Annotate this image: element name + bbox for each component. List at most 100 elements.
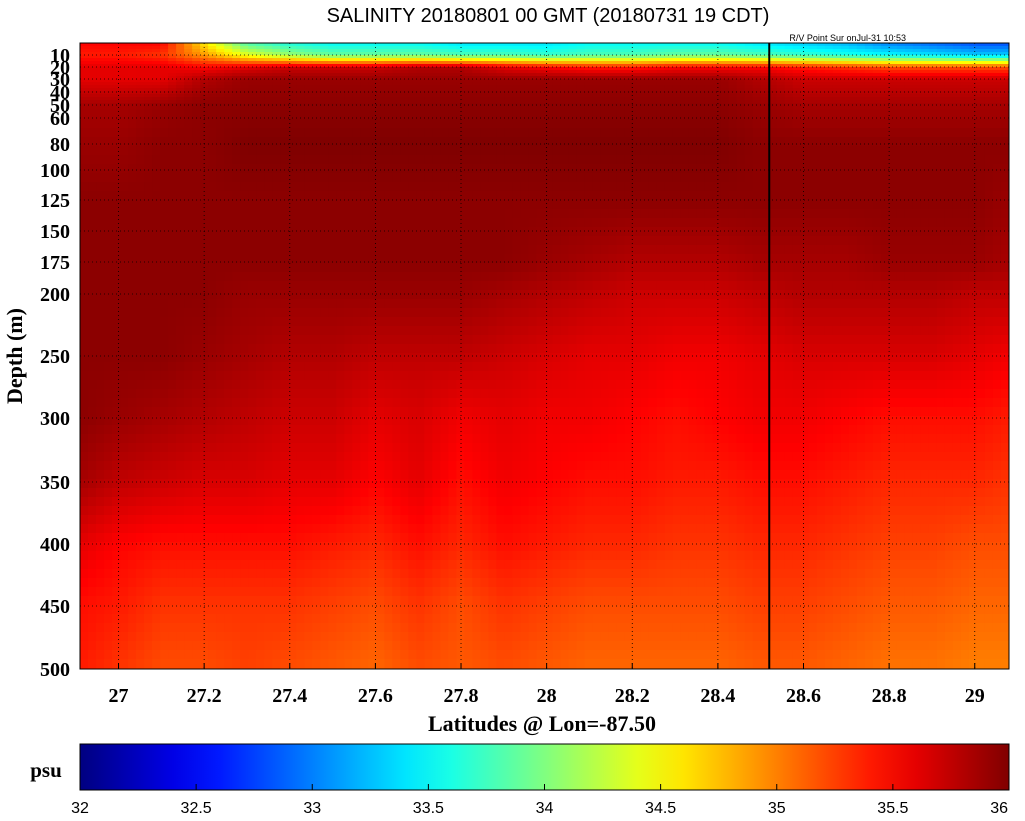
heatmap-cell — [688, 109, 698, 111]
heatmap-cell — [840, 58, 850, 62]
heatmap-cell — [88, 200, 97, 210]
heatmap-cell — [800, 55, 810, 59]
heatmap-cell — [480, 55, 490, 59]
heatmap-cell — [608, 191, 618, 201]
heatmap-cell — [624, 182, 634, 192]
heatmap-cell — [984, 137, 994, 147]
heatmap-cell — [280, 79, 289, 83]
heatmap-cell — [880, 110, 890, 120]
heatmap-cell — [808, 146, 818, 156]
heatmap-cell — [544, 76, 554, 80]
heatmap-cell — [648, 146, 658, 156]
heatmap-cell — [760, 46, 770, 50]
heatmap-cell — [400, 85, 409, 89]
heatmap-cell — [808, 137, 818, 147]
heatmap-cell — [944, 191, 954, 201]
heatmap-cell — [888, 73, 898, 77]
heatmap-cell — [144, 109, 153, 111]
heatmap-cell — [808, 52, 818, 56]
heatmap-cell — [648, 200, 658, 210]
heatmap-cell — [376, 146, 385, 156]
heatmap-cell — [768, 182, 778, 192]
heatmap-cell — [240, 173, 249, 183]
heatmap-cell — [944, 91, 954, 95]
heatmap-cell — [872, 55, 882, 59]
heatmap-cell — [176, 64, 185, 68]
heatmap-cell — [208, 218, 217, 228]
heatmap-cell — [160, 79, 169, 83]
heatmap-cell — [248, 94, 257, 98]
heatmap-cell — [552, 200, 562, 210]
heatmap-cell — [872, 146, 882, 156]
heatmap-cell — [352, 79, 361, 83]
heatmap-cell — [288, 46, 297, 50]
heatmap-cell — [216, 137, 225, 147]
heatmap-cell — [240, 100, 249, 104]
heatmap-cell — [888, 58, 898, 62]
heatmap-cell — [888, 52, 898, 56]
heatmap-cell — [984, 182, 994, 192]
heatmap-cell — [208, 155, 217, 165]
heatmap-cell — [480, 119, 490, 129]
heatmap-cell — [912, 94, 922, 98]
heatmap-cell — [592, 97, 602, 101]
heatmap-cell — [136, 79, 145, 83]
heatmap-cell — [568, 200, 578, 210]
heatmap-cell — [216, 281, 225, 291]
heatmap-cell — [80, 236, 89, 246]
heatmap-cell — [968, 209, 978, 219]
heatmap-cell — [920, 94, 930, 98]
heatmap-cell — [640, 55, 650, 59]
heatmap-cell — [664, 227, 674, 237]
heatmap-cell — [512, 100, 522, 104]
heatmap-cell — [912, 52, 922, 56]
heatmap-cell — [920, 173, 930, 183]
heatmap-cell — [672, 254, 682, 264]
heatmap-cell — [520, 218, 530, 228]
heatmap-cell — [944, 164, 954, 174]
heatmap-cell — [632, 61, 642, 65]
heatmap-cell — [632, 46, 642, 50]
heatmap-cell — [984, 173, 994, 183]
heatmap-cell — [352, 52, 361, 56]
heatmap-cell — [168, 73, 177, 77]
heatmap-cell — [432, 52, 441, 56]
heatmap-cell — [240, 209, 249, 219]
heatmap-cell — [976, 64, 986, 68]
heatmap-cell — [280, 76, 289, 80]
heatmap-cell — [472, 236, 482, 246]
heatmap-cell — [744, 200, 754, 210]
heatmap-cell — [368, 79, 377, 83]
heatmap-cell — [424, 110, 433, 120]
heatmap-cell — [680, 173, 690, 183]
heatmap-cell — [872, 43, 882, 47]
heatmap-cell — [400, 64, 409, 68]
heatmap-cell — [328, 227, 337, 237]
heatmap-cell — [200, 61, 209, 65]
heatmap-cell — [864, 79, 874, 83]
heatmap-cell — [848, 46, 858, 50]
heatmap-cell — [176, 82, 185, 86]
heatmap-cell — [856, 61, 866, 65]
heatmap-cell — [608, 227, 618, 237]
heatmap-cell — [192, 254, 201, 264]
heatmap-cell — [552, 227, 562, 237]
heatmap-cell — [432, 73, 441, 77]
heatmap-cell — [576, 245, 586, 255]
heatmap-cell — [952, 76, 962, 80]
heatmap-cell — [800, 146, 810, 156]
heatmap-cell — [960, 58, 970, 62]
heatmap-cell — [232, 254, 241, 264]
heatmap-cell — [768, 94, 778, 98]
heatmap-cell — [296, 61, 305, 65]
heatmap-cell — [688, 52, 698, 56]
heatmap-cell — [984, 91, 994, 95]
heatmap-cell — [896, 106, 906, 110]
heatmap-cell — [712, 200, 722, 210]
heatmap-cell — [968, 100, 978, 104]
heatmap-cell — [152, 182, 161, 192]
heatmap-cell — [80, 67, 89, 71]
heatmap-cell — [136, 155, 145, 165]
heatmap-cell — [320, 128, 329, 138]
heatmap-cell — [80, 97, 89, 101]
